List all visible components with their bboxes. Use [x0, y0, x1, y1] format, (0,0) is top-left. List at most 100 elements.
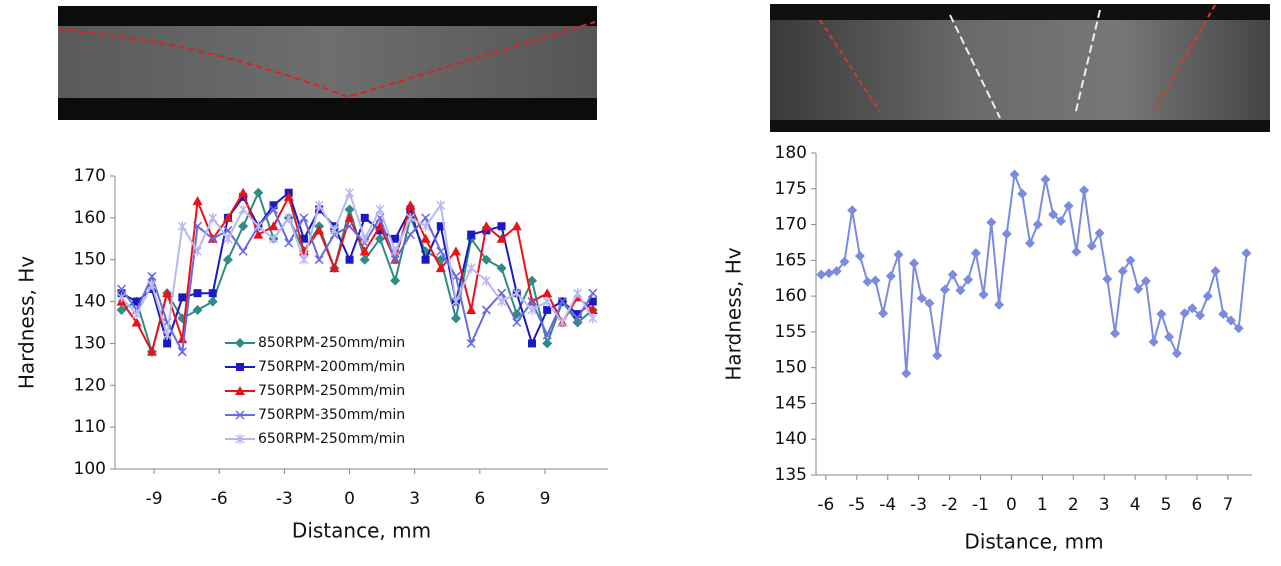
marker: [222, 254, 233, 265]
x-tick-label: 5: [1161, 495, 1172, 515]
marker: [932, 350, 943, 361]
marker: [885, 271, 896, 282]
marker: [823, 268, 834, 279]
x-tick-label: -3: [910, 495, 927, 515]
marker: [588, 297, 597, 306]
marker: [831, 266, 842, 277]
y-tick-label: 170: [775, 215, 807, 235]
x-tick-label: -1: [972, 495, 989, 515]
marker: [497, 222, 506, 231]
x-tick-label: -3: [276, 489, 293, 509]
x-tick-label: 7: [1222, 495, 1233, 515]
marker: [222, 212, 233, 222]
legend-label: 650RPM-250mm/min: [258, 431, 405, 447]
marker: [573, 288, 583, 299]
marker: [329, 263, 340, 273]
marker: [1086, 241, 1097, 252]
marker: [1063, 200, 1074, 211]
y-axis-title: Hardness, Hv: [15, 256, 39, 389]
marker: [1195, 310, 1206, 321]
x-tick-label: 1: [1037, 495, 1048, 515]
marker: [1233, 323, 1244, 334]
marker: [436, 222, 445, 231]
marker: [527, 297, 537, 307]
marker: [542, 296, 552, 307]
y-tick-label: 150: [74, 250, 106, 270]
marker: [526, 275, 537, 286]
marker: [420, 233, 431, 243]
marker: [284, 238, 294, 248]
marker: [978, 289, 989, 300]
marker: [496, 263, 507, 274]
marker: [268, 221, 279, 231]
marker: [253, 221, 263, 232]
x-tick-label: 0: [1006, 495, 1017, 515]
marker: [235, 410, 245, 420]
marker: [496, 233, 507, 243]
marker: [1140, 276, 1151, 287]
legend-label: 750RPM-350mm/min: [258, 407, 405, 423]
x-tick-label: -6: [817, 495, 834, 515]
x-tick-label: -9: [146, 489, 163, 509]
marker: [345, 187, 355, 198]
marker: [947, 269, 958, 280]
marker: [542, 330, 552, 340]
marker: [146, 346, 157, 356]
y-tick-label: 165: [775, 250, 807, 270]
marker: [1125, 255, 1136, 266]
marker: [511, 309, 522, 320]
marker: [147, 271, 157, 281]
marker: [116, 304, 127, 315]
marker: [481, 254, 492, 265]
marker: [391, 234, 400, 243]
marker: [588, 313, 598, 324]
marker: [466, 338, 476, 348]
marker: [450, 313, 461, 324]
marker: [192, 221, 203, 231]
marker: [269, 233, 279, 244]
marker: [208, 212, 218, 223]
marker: [192, 196, 203, 206]
marker: [162, 330, 172, 341]
marker: [1094, 228, 1105, 239]
marker: [116, 284, 127, 294]
x-tick-label: 3: [409, 489, 420, 509]
marker: [359, 254, 370, 265]
marker: [344, 204, 355, 215]
marker: [132, 309, 142, 320]
marker: [1225, 315, 1236, 326]
marker: [939, 284, 950, 295]
marker: [235, 434, 245, 444]
marker: [390, 255, 400, 265]
y-axis-title: Hardness, Hv: [722, 247, 746, 380]
marker: [1001, 228, 1012, 239]
marker: [177, 221, 187, 232]
marker: [1164, 331, 1175, 342]
marker: [269, 204, 279, 215]
marker: [451, 296, 461, 307]
marker: [163, 339, 172, 348]
marker: [924, 298, 935, 309]
marker: [131, 317, 142, 327]
marker: [253, 187, 264, 198]
marker: [573, 313, 583, 323]
marker: [406, 205, 415, 214]
y-tick-label: 120: [74, 375, 106, 395]
marker: [1071, 246, 1082, 257]
marker: [1202, 291, 1213, 302]
marker: [512, 288, 522, 299]
series-line: [821, 170, 1248, 374]
marker: [1040, 174, 1051, 185]
marker: [466, 304, 477, 314]
x-axis-title: Distance, mm: [964, 530, 1103, 554]
marker: [283, 191, 294, 201]
marker: [238, 246, 248, 256]
marker: [436, 200, 446, 211]
marker: [1148, 336, 1159, 347]
marker: [963, 274, 974, 285]
marker: [314, 225, 325, 235]
marker: [587, 304, 598, 314]
marker: [238, 221, 249, 232]
y-tick-label: 150: [775, 358, 807, 378]
